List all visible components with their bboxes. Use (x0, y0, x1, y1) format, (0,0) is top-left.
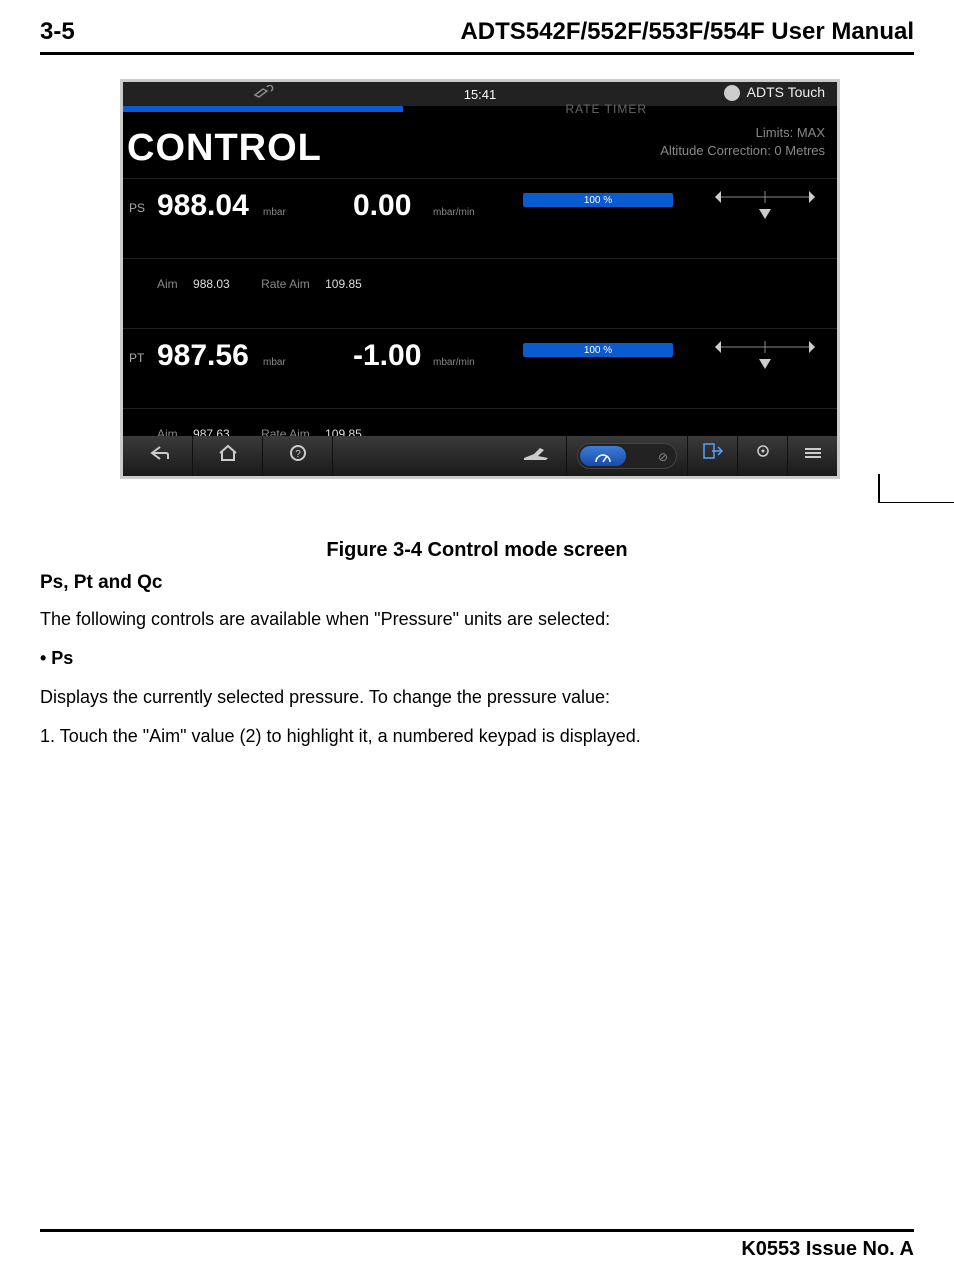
mode-label: CONTROL (123, 127, 322, 170)
channel-ps-label: PS (129, 201, 145, 215)
tab-bar: RATE TIMER (123, 106, 837, 118)
body-paragraph-2: Displays the currently selected pressure… (40, 684, 914, 711)
channel-ps: PS 988.04 mbar 0.00 mbar/min 100 % (123, 178, 837, 258)
figure-caption: Figure 3-4 Control mode screen (40, 539, 914, 562)
status-bar: 15:41 ADTS Touch (123, 82, 837, 106)
home-button[interactable] (193, 436, 263, 476)
ps-aim-value[interactable]: 988.03 (193, 277, 230, 291)
channel-pt-label: PT (129, 351, 144, 365)
ps-aim-label: Aim (157, 277, 178, 291)
channel-ps-effort-meter (705, 185, 825, 225)
channel-ps-unit: mbar (263, 207, 286, 218)
toggle-gauge-icon (580, 446, 626, 466)
exit-button[interactable] (687, 436, 737, 476)
aircraft-button[interactable] (507, 436, 567, 476)
channel-ps-value[interactable]: 988.04 (157, 189, 249, 223)
channel-pt-unit: mbar (263, 357, 286, 368)
channel-pt-rate-unit: mbar/min (433, 357, 475, 368)
callout-line (878, 474, 880, 502)
document-title: ADTS542F/552F/553F/554F User Manual (460, 18, 914, 46)
back-button[interactable] (123, 436, 193, 476)
wrench-icon (253, 85, 275, 104)
page-footer: K0553 Issue No. A (40, 1229, 914, 1261)
channel-pt-effort-meter (705, 335, 825, 375)
nav-bar: ? ⊘ (123, 436, 837, 476)
progress-bar: 100 % (523, 343, 673, 357)
ps-rate-aim-label: Rate Aim (261, 277, 310, 291)
tab-active-indicator[interactable] (123, 106, 403, 112)
tab-rate-timer[interactable]: RATE TIMER (565, 102, 647, 116)
limits-line1: Limits: MAX (660, 124, 825, 142)
progress-bar: 100 % (523, 193, 673, 207)
brand-label: ADTS Touch (724, 84, 825, 101)
ps-rate-aim-value[interactable]: 109.85 (325, 277, 362, 291)
channel-pt-rate[interactable]: -1.00 (353, 339, 421, 373)
toggle-cancel-icon: ⊘ (658, 447, 668, 467)
body-paragraph-1: The following controls are available whe… (40, 606, 914, 633)
brand-text: ADTS Touch (747, 84, 825, 100)
page-number: 3-5 (40, 18, 75, 46)
mode-toggle[interactable]: ⊘ (577, 443, 677, 469)
channel-pt-progress: 100 % (523, 343, 673, 357)
channel-ps-rate[interactable]: 0.00 (353, 189, 411, 223)
channel-ps-progress: 100 % (523, 193, 673, 207)
figure-wrap: 15:41 ADTS Touch RATE TIMER CONTROL Limi… (120, 79, 840, 479)
section-heading: Ps, Pt and Qc (40, 572, 914, 594)
ge-logo-icon (724, 85, 740, 101)
svg-text:?: ? (295, 449, 301, 460)
menu-button[interactable] (787, 436, 837, 476)
channel-pt-value[interactable]: 987.56 (157, 339, 249, 373)
help-button[interactable]: ? (263, 436, 333, 476)
page-header: 3-5 ADTS542F/552F/553F/554F User Manual (40, 0, 914, 55)
limits-block: Limits: MAX Altitude Correction: 0 Metre… (660, 124, 825, 160)
callout-line (878, 502, 954, 503)
channel-pt: PT 987.56 mbar -1.00 mbar/min 100 % (123, 328, 837, 408)
channel-ps-aim-row: Aim 988.03 Rate Aim 109.85 (123, 258, 837, 328)
status-time: 15:41 (464, 87, 497, 102)
body-paragraph-3: 1. Touch the "Aim" value (2) to highligh… (40, 723, 914, 750)
control-mode-screenshot: 15:41 ADTS Touch RATE TIMER CONTROL Limi… (120, 79, 840, 479)
limits-line2: Altitude Correction: 0 Metres (660, 142, 825, 160)
lock-button[interactable] (737, 436, 787, 476)
body-bullet-ps: • Ps (40, 645, 914, 672)
channel-ps-rate-unit: mbar/min (433, 207, 475, 218)
